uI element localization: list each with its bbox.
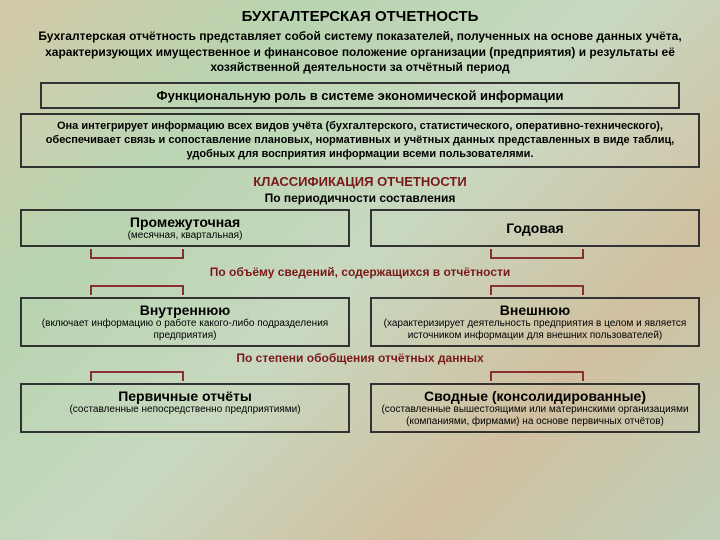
period-right: Годовая: [370, 209, 700, 247]
period-right-title: Годовая: [506, 220, 563, 236]
summary-left-sub: (составленные непосредственно предприяти…: [30, 404, 340, 416]
period-left: Промежуточная (месячная, квартальная): [20, 209, 350, 247]
intro-text: Бухгалтерская отчётность представляет со…: [20, 29, 700, 76]
role-box: Функциональную роль в системе экономичес…: [40, 82, 680, 109]
role-desc-box: Она интегрирует информацию всех видов уч…: [20, 113, 700, 168]
summary-right: Сводные (консолидированные) (составленны…: [370, 383, 700, 433]
summary-right-title: Сводные (консолидированные): [380, 388, 690, 404]
summary-label: По степени обобщения отчётных данных: [20, 351, 700, 365]
volume-right-title: Внешнюю: [380, 302, 690, 318]
summary-row: Первичные отчёты (составленные непосредс…: [20, 383, 700, 433]
summary-right-sub: (составленные вышестоящими или материнск…: [380, 404, 690, 428]
volume-label: По объёму сведений, содержащихся в отчёт…: [20, 265, 700, 279]
period-label: По периодичности составления: [20, 191, 700, 205]
volume-left-title: Внутреннюю: [30, 302, 340, 318]
bracket-row-2: [20, 283, 700, 295]
period-left-title: Промежуточная: [30, 214, 340, 230]
classification-title: КЛАССИФИКАЦИЯ ОТЧЕТНОСТИ: [20, 174, 700, 189]
bracket-row-1: [20, 249, 700, 261]
summary-left: Первичные отчёты (составленные непосредс…: [20, 383, 350, 433]
volume-row: Внутреннюю (включает информацию о работе…: [20, 297, 700, 347]
period-left-sub: (месячная, квартальная): [30, 230, 340, 242]
volume-right-sub: (характеризирует деятельность предприяти…: [380, 318, 690, 342]
bracket-row-3: [20, 369, 700, 381]
volume-left: Внутреннюю (включает информацию о работе…: [20, 297, 350, 347]
volume-left-sub: (включает информацию о работе какого-либ…: [30, 318, 340, 342]
period-row: Промежуточная (месячная, квартальная) Го…: [20, 209, 700, 247]
volume-right: Внешнюю (характеризирует деятельность пр…: [370, 297, 700, 347]
summary-left-title: Первичные отчёты: [30, 388, 340, 404]
main-title: БУХГАЛТЕРСКАЯ ОТЧЕТНОСТЬ: [20, 8, 700, 25]
